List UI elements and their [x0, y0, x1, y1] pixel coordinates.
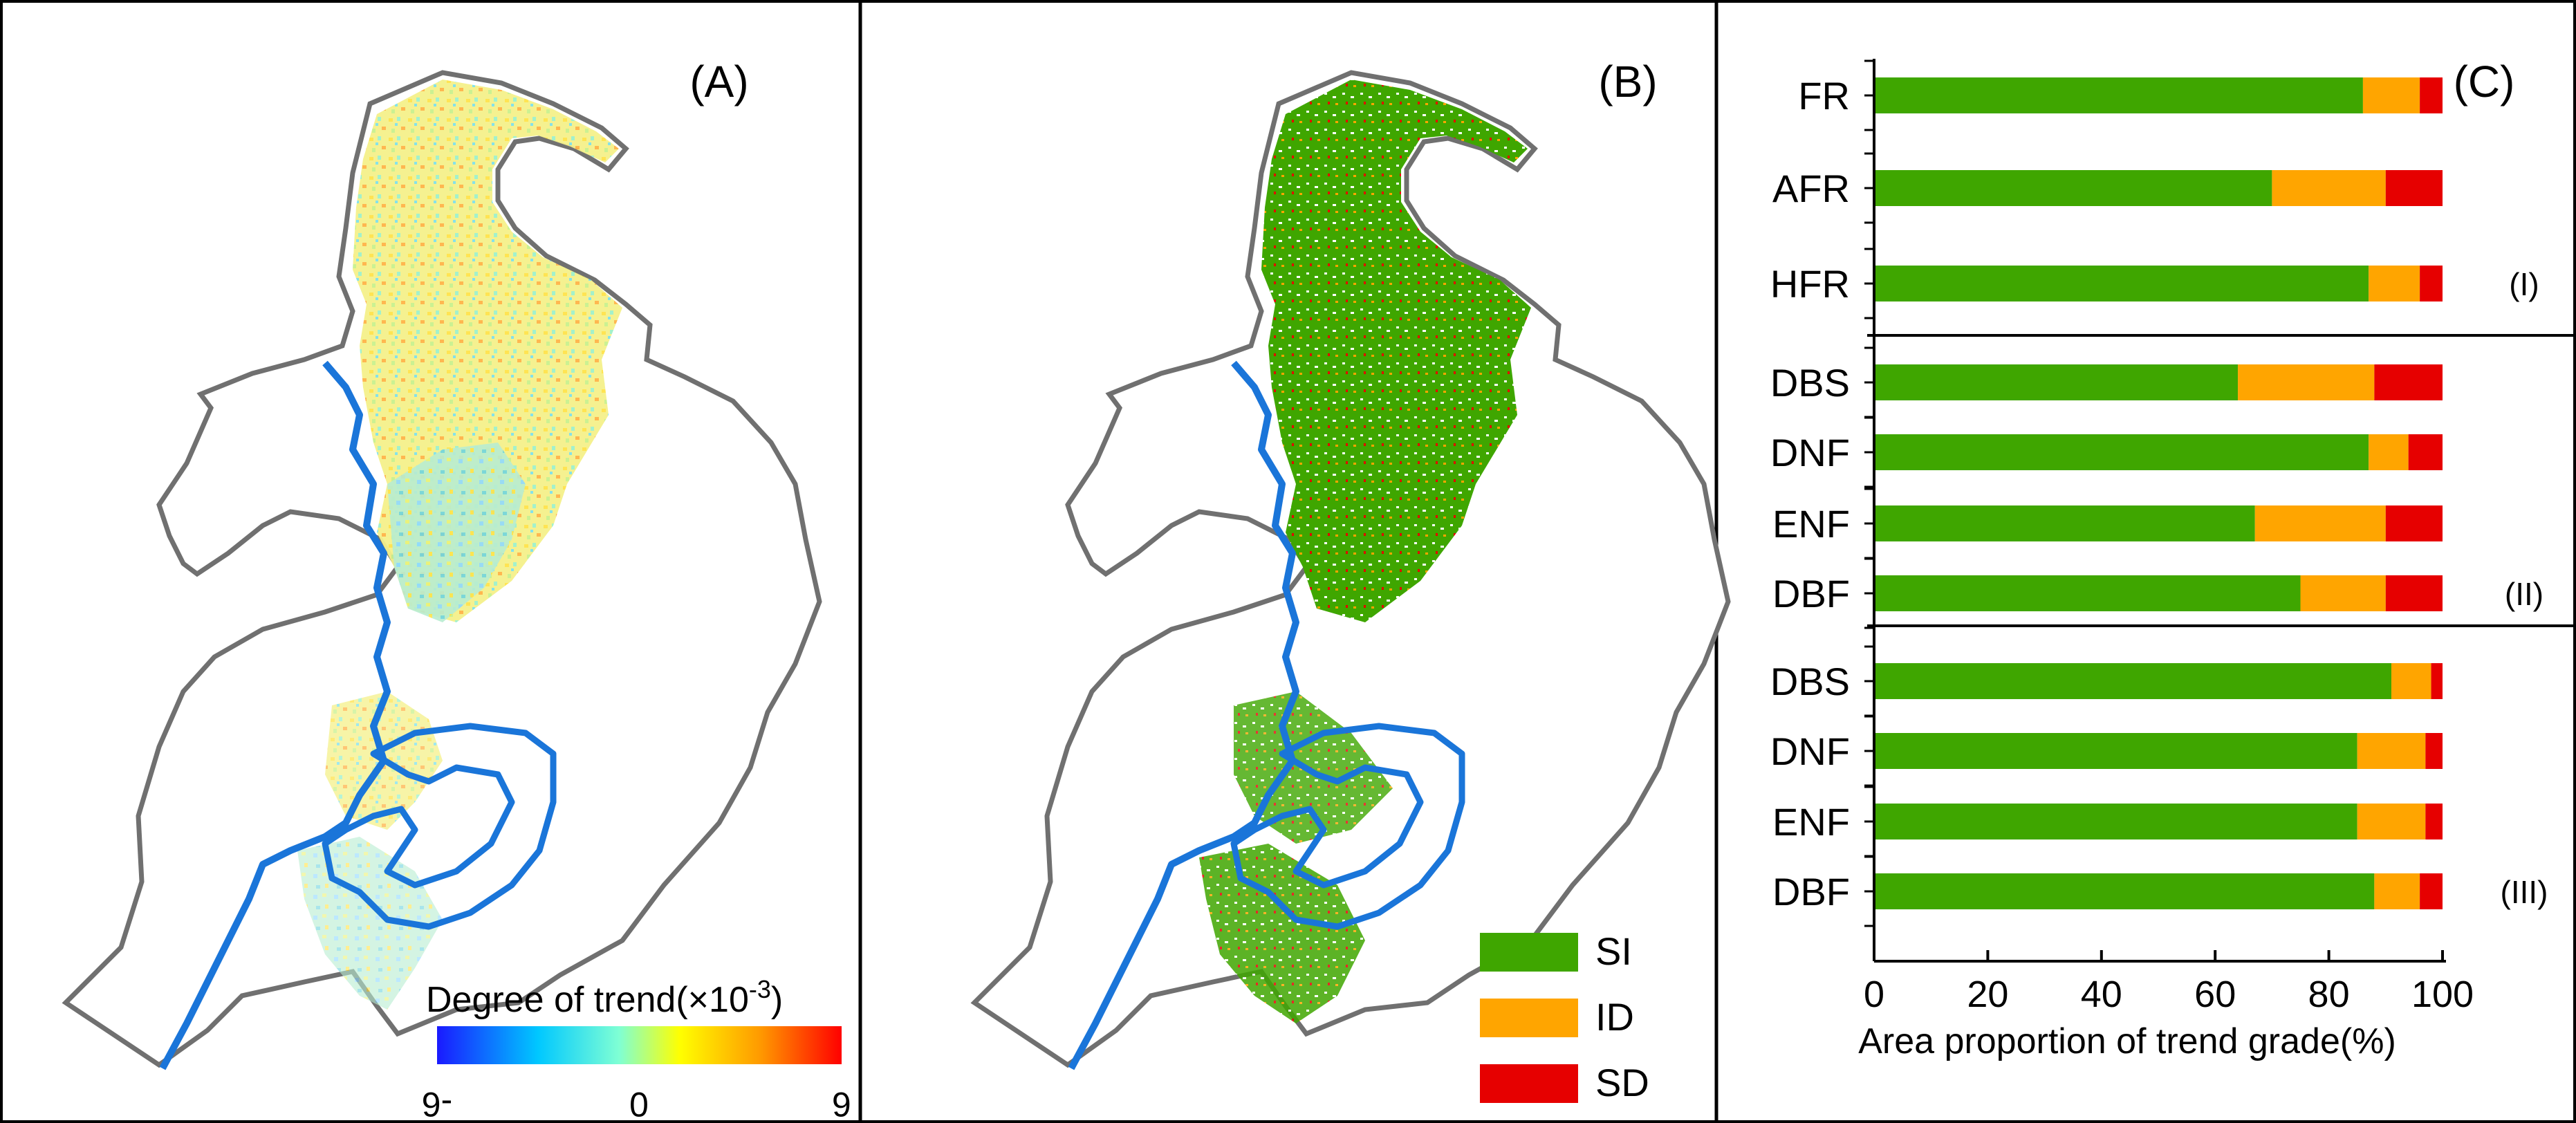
- lake-a: [322, 723, 557, 930]
- bar-3-dnf-sd: [2425, 733, 2443, 769]
- colorbar-tick-zero: 0: [629, 1085, 649, 1123]
- trend-pixels-central: [387, 443, 526, 622]
- legend-swatch-si: [1480, 933, 1578, 972]
- colorbar-tick-max: 6: [832, 1085, 851, 1123]
- bar-1-afr-si: [1874, 170, 2272, 206]
- bar-1-afr-sd: [2385, 170, 2443, 206]
- bar-3-dbf-id: [2374, 873, 2420, 909]
- category-label-1-afr: AFR: [1772, 167, 1850, 210]
- bar-3-dbs-id: [2391, 663, 2431, 699]
- bar-2-dbf-si: [1874, 575, 2301, 611]
- panel-label-c: (C): [2454, 57, 2515, 106]
- bar-1-hfr-si: [1874, 266, 2369, 301]
- colorbar-title: Degree of trend(×10-3): [426, 975, 783, 1020]
- colorbar-tick-min: -6: [422, 1085, 452, 1123]
- bar-3-dnf-id: [2357, 733, 2426, 769]
- category-label-2-dnf: DNF: [1770, 431, 1850, 474]
- panel-label-a: (A): [689, 57, 748, 106]
- bar-2-enf-si: [1874, 505, 2255, 541]
- lake-b: [1230, 723, 1465, 930]
- bar-1-fr-sd: [2420, 77, 2443, 113]
- legend-label-id: ID: [1595, 995, 1634, 1039]
- bar-1-fr-si: [1874, 77, 2363, 113]
- x-tick-label-20: 20: [1967, 974, 2008, 1015]
- x-tick-label-80: 80: [2308, 974, 2350, 1015]
- x-tick-label-100: 100: [2411, 974, 2474, 1015]
- panel-b-grade-map: (B): [970, 57, 1731, 1070]
- group-label-2: (II): [2505, 576, 2543, 612]
- legend-swatch-id: [1480, 999, 1578, 1037]
- bar-2-dnf-si: [1874, 434, 2369, 470]
- legend-label-si: SI: [1595, 929, 1632, 973]
- category-label-1-hfr: HFR: [1770, 262, 1850, 306]
- category-label-1-fr: FR: [1798, 74, 1850, 118]
- group-label-1: (I): [2509, 266, 2539, 302]
- grade-pixels-north: [1261, 80, 1531, 622]
- x-axis: FR AFR HFR (I) DBS DNF ENF DBF (II) DBS DNF ENF DBF (…: [1770, 59, 2576, 1015]
- x-tick-label-60: 60: [2194, 974, 2236, 1015]
- bar-3-enf-id: [2357, 804, 2426, 839]
- category-label-3-dnf: DNF: [1770, 730, 1850, 773]
- bar-1-hfr-id: [2369, 266, 2420, 301]
- x-axis-title: Area proportion of trend grade(%): [1858, 1021, 2396, 1061]
- bar-1-afr-id: [2272, 170, 2386, 206]
- bar-3-enf-sd: [2425, 804, 2443, 839]
- bar-3-dbf-si: [1874, 873, 2375, 909]
- river-b: [1068, 360, 1299, 1070]
- bar-2-dbf-sd: [2385, 575, 2443, 611]
- category-label-2-enf: ENF: [1772, 502, 1850, 546]
- river-a: [159, 360, 391, 1070]
- colorbar: Degree of trend(×10-3) -6 0 6: [422, 975, 851, 1123]
- bar-2-dbs-sd: [2374, 364, 2443, 400]
- bar-2-dnf-id: [2369, 434, 2409, 470]
- category-label-3-dbf: DBF: [1772, 870, 1850, 913]
- legend-label-sd: SD: [1595, 1061, 1649, 1104]
- category-label-2-dbf: DBF: [1772, 572, 1850, 615]
- group-label-3: (III): [2501, 874, 2548, 910]
- bar-2-dbs-si: [1874, 364, 2239, 400]
- grade-legend: SI ID SD: [1480, 929, 1649, 1104]
- colorbar-gradient: [437, 1026, 842, 1064]
- bar-2-dbf-id: [2300, 575, 2386, 611]
- category-label-3-enf: ENF: [1772, 800, 1850, 844]
- category-label-2-dbs: DBS: [1770, 361, 1850, 405]
- bar-3-enf-si: [1874, 804, 2357, 839]
- category-label-3-dbs: DBS: [1770, 660, 1850, 703]
- bar-2-dbs-id: [2238, 364, 2375, 400]
- bar-layer: [1874, 77, 2443, 909]
- bar-3-dbs-sd: [2431, 663, 2443, 699]
- panel-label-b: (B): [1598, 57, 1657, 106]
- colorbar-exponent: -3: [749, 975, 771, 1003]
- bar-3-dbs-si: [1874, 663, 2392, 699]
- panel-a-trend-map: (A) Degree of trend(×10-3) -6 0 6: [62, 57, 851, 1123]
- bar-2-dnf-sd: [2408, 434, 2443, 470]
- grade-pixels-southwest: [1199, 844, 1365, 1023]
- panel-c-bar-chart: (C) FR AFR HFR (I) DBS DNF ENF DBF (II) DBS DNF ENF…: [1770, 57, 2576, 1061]
- grade-pixels-south: [1234, 692, 1393, 844]
- x-tick-label-40: 40: [2081, 974, 2122, 1015]
- bar-2-enf-id: [2254, 505, 2386, 541]
- bar-2-enf-sd: [2385, 505, 2443, 541]
- x-tick-label-0: 0: [1864, 974, 1884, 1015]
- bar-3-dbf-sd: [2420, 873, 2443, 909]
- bar-1-fr-id: [2362, 77, 2420, 113]
- legend-swatch-sd: [1480, 1064, 1578, 1103]
- bar-3-dnf-si: [1874, 733, 2357, 769]
- bar-1-hfr-sd: [2420, 266, 2443, 301]
